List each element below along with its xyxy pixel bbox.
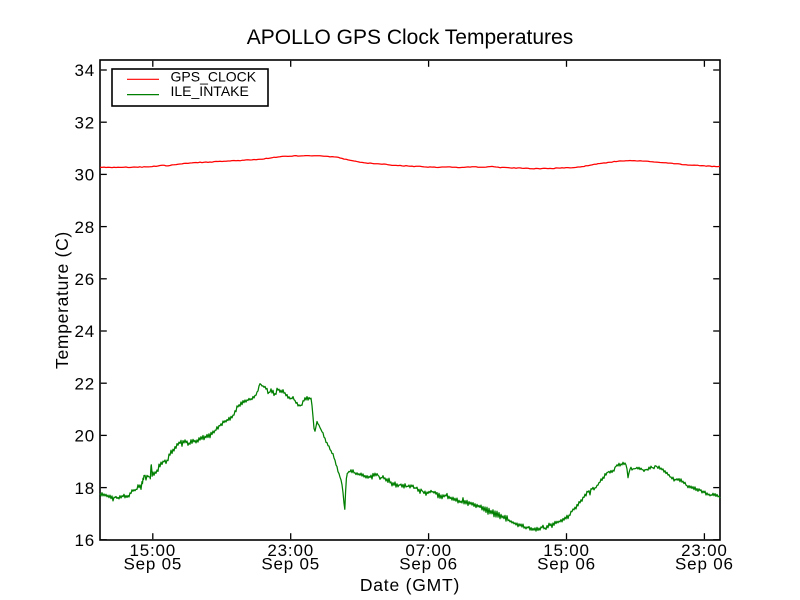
svg-text:34: 34 <box>74 61 95 80</box>
svg-text:20: 20 <box>74 427 95 446</box>
svg-text:07:00: 07:00 <box>405 541 452 560</box>
svg-text:28: 28 <box>74 218 95 237</box>
svg-text:32: 32 <box>74 113 95 132</box>
svg-text:Date (GMT): Date (GMT) <box>360 575 460 595</box>
svg-text:15:00: 15:00 <box>543 541 590 560</box>
svg-text:Sep 05: Sep 05 <box>261 555 320 574</box>
svg-text:GPS_CLOCK: GPS_CLOCK <box>171 68 257 84</box>
svg-text:Sep 05: Sep 05 <box>123 555 182 574</box>
svg-text:23:00: 23:00 <box>267 541 314 560</box>
svg-text:24: 24 <box>74 322 95 341</box>
svg-text:Sep 06: Sep 06 <box>399 555 458 574</box>
svg-text:ILE_INTAKE: ILE_INTAKE <box>171 83 249 99</box>
svg-text:APOLLO GPS Clock Temperatures: APOLLO GPS Clock Temperatures <box>247 26 573 49</box>
svg-text:Sep 06: Sep 06 <box>675 555 734 574</box>
svg-text:23:00: 23:00 <box>681 541 728 560</box>
svg-text:22: 22 <box>74 374 95 393</box>
svg-text:Temperature (C): Temperature (C) <box>52 231 72 369</box>
svg-text:16: 16 <box>74 531 95 550</box>
svg-text:15:00: 15:00 <box>130 541 177 560</box>
svg-text:Sep 06: Sep 06 <box>537 555 596 574</box>
svg-text:30: 30 <box>74 166 95 185</box>
svg-text:26: 26 <box>74 270 95 289</box>
svg-text:18: 18 <box>74 479 95 498</box>
